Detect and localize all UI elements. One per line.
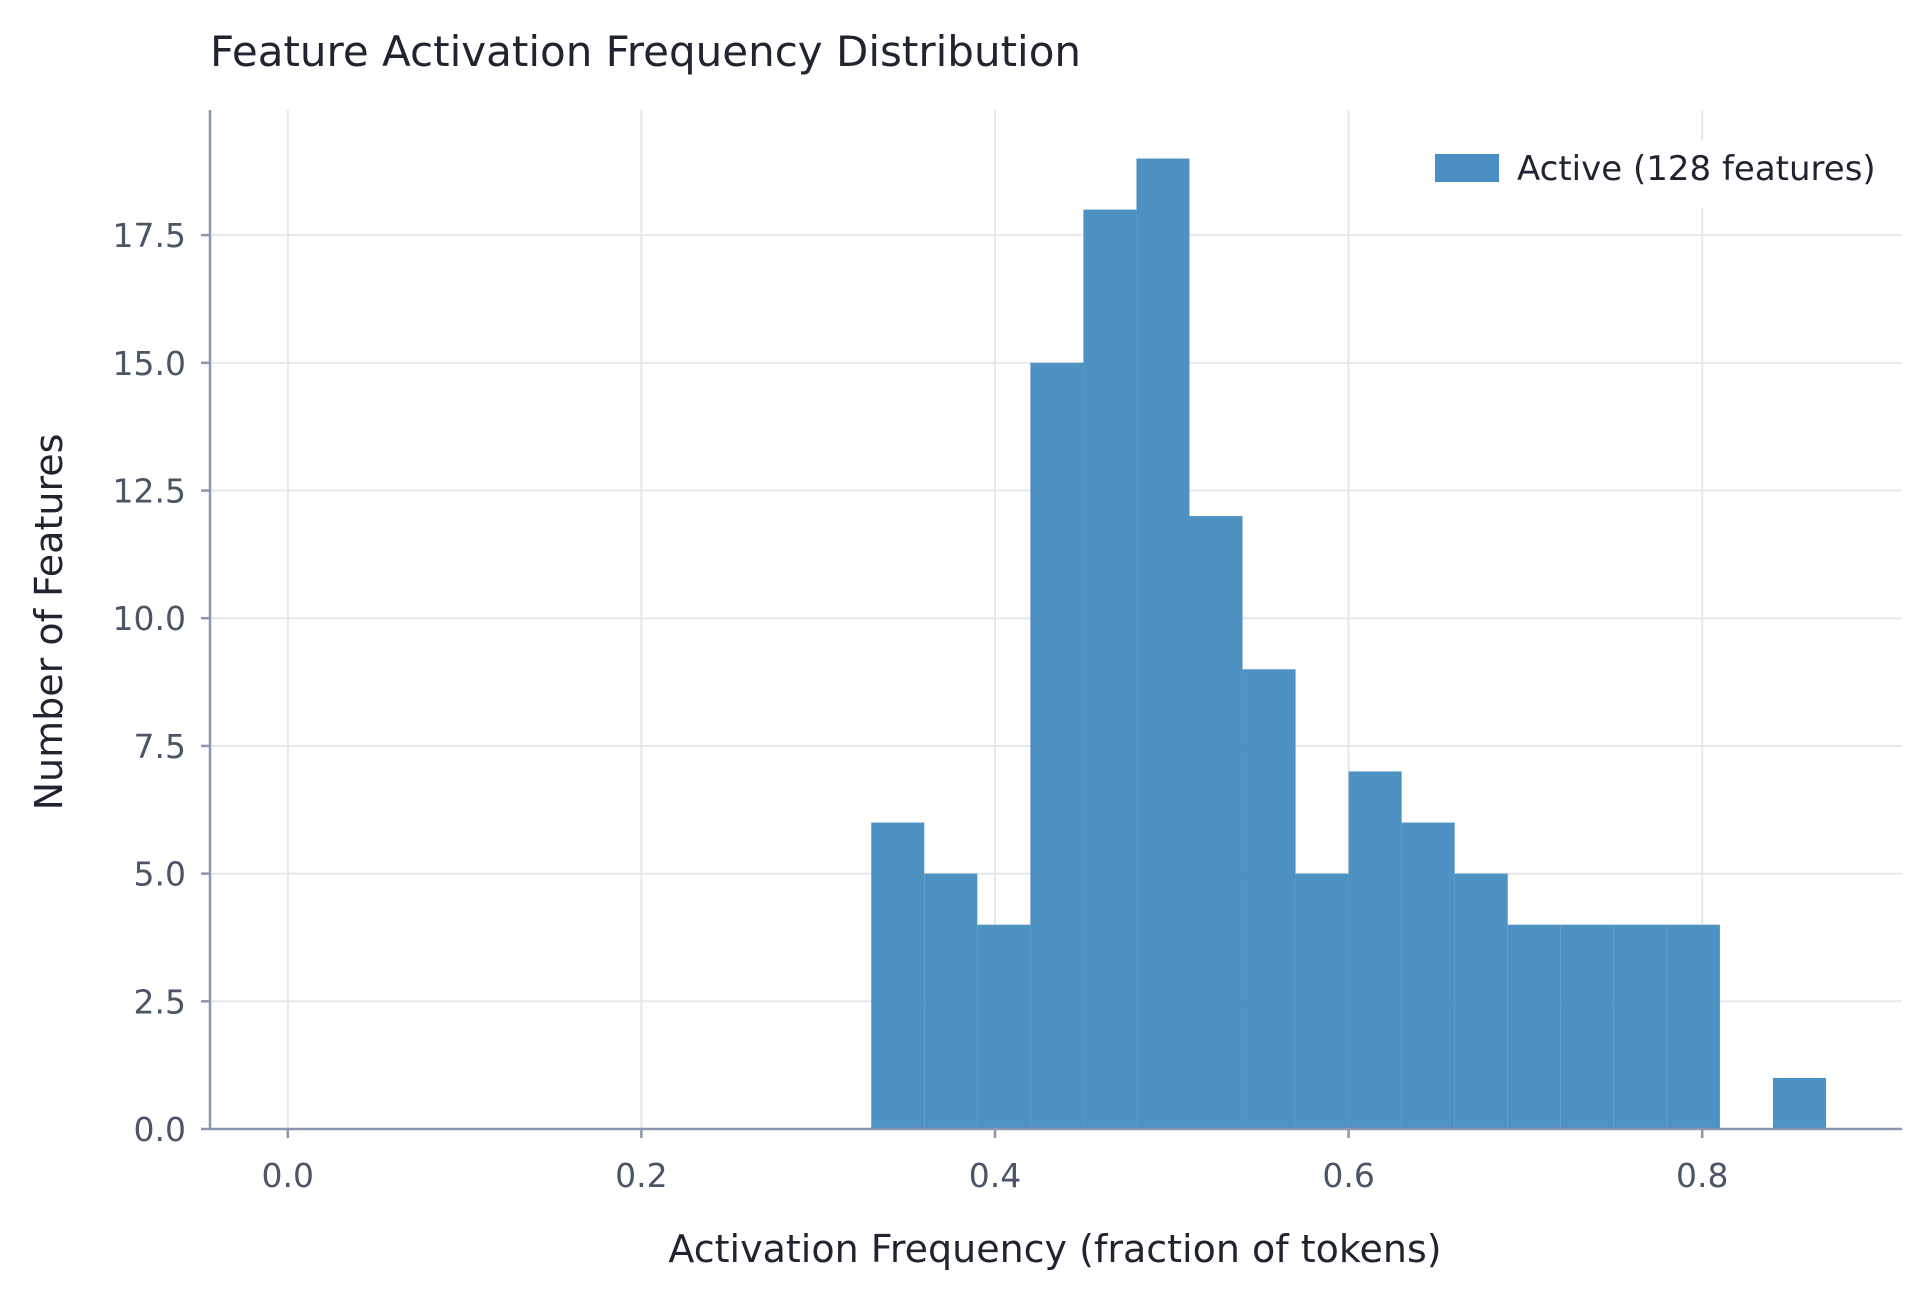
chart-title: Feature Activation Frequency Distributio… bbox=[210, 27, 1081, 76]
y-tick-label: 12.5 bbox=[113, 472, 186, 511]
y-axis-ticks: 0.0 2.5 5.0 7.5 10.0 12.5 15.0 17.5 bbox=[113, 216, 210, 1149]
histogram-bar bbox=[1348, 771, 1402, 1129]
legend-label: Active (128 features) bbox=[1517, 149, 1876, 189]
histogram-bar bbox=[1295, 873, 1349, 1129]
histogram-bar bbox=[1136, 158, 1190, 1129]
histogram-bar bbox=[924, 873, 978, 1129]
histogram-bar bbox=[1772, 1077, 1826, 1129]
histogram-bar bbox=[1083, 209, 1137, 1129]
histogram-bar bbox=[1666, 924, 1720, 1129]
histogram-bar bbox=[1401, 822, 1455, 1129]
histogram-bar bbox=[871, 822, 925, 1129]
y-axis-label: Number of Features bbox=[27, 434, 71, 811]
histogram-bar bbox=[977, 924, 1031, 1129]
y-tick-label: 2.5 bbox=[134, 982, 186, 1021]
axes bbox=[208, 110, 1902, 1131]
legend-swatch bbox=[1435, 154, 1499, 182]
y-tick-label: 0.0 bbox=[134, 1110, 186, 1149]
y-tick-label: 15.0 bbox=[113, 344, 186, 383]
y-tick-label: 10.0 bbox=[113, 599, 186, 638]
x-tick-label: 0.2 bbox=[615, 1156, 667, 1195]
legend: Active (128 features) bbox=[1420, 140, 1880, 208]
x-tick-label: 0.6 bbox=[1322, 1156, 1374, 1195]
histogram-bar bbox=[1242, 669, 1296, 1129]
y-tick-label: 17.5 bbox=[113, 216, 186, 255]
histogram-bar bbox=[1507, 924, 1561, 1129]
x-axis-label: Activation Frequency (fraction of tokens… bbox=[668, 1227, 1441, 1271]
histogram-bar bbox=[1189, 516, 1243, 1129]
y-tick-label: 7.5 bbox=[134, 727, 186, 766]
y-tick-label: 5.0 bbox=[134, 855, 186, 894]
histogram-bar bbox=[1030, 362, 1084, 1129]
histogram-bar bbox=[1560, 924, 1614, 1129]
histogram-bar bbox=[1454, 873, 1508, 1129]
x-tick-label: 0.8 bbox=[1676, 1156, 1728, 1195]
bars bbox=[871, 158, 1826, 1129]
x-tick-label: 0.0 bbox=[262, 1156, 314, 1195]
x-tick-label: 0.4 bbox=[969, 1156, 1021, 1195]
histogram-bar bbox=[1613, 924, 1667, 1129]
x-axis-ticks: 0.0 0.2 0.4 0.6 0.8 bbox=[262, 1129, 1728, 1195]
